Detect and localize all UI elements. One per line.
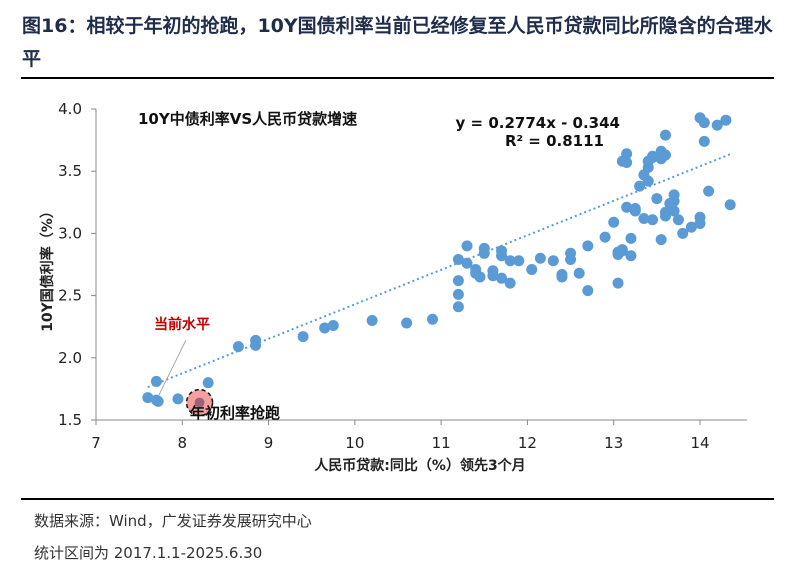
- data-point: [142, 392, 154, 404]
- data-point: [711, 119, 723, 131]
- data-point: [461, 257, 473, 269]
- data-point: [582, 240, 594, 252]
- data-point: [694, 211, 706, 223]
- data-point: [513, 255, 525, 267]
- y-tick-label: 2.0: [58, 349, 82, 367]
- x-tick-label: 10: [345, 434, 364, 452]
- data-point: [659, 149, 671, 161]
- data-point: [698, 117, 710, 129]
- data-point: [621, 201, 633, 213]
- data-point: [534, 252, 546, 264]
- data-point: [647, 214, 659, 226]
- y-tick-label: 4.0: [58, 100, 82, 118]
- data-point: [616, 245, 628, 257]
- source-note: 数据来源：Wind，广发证券发展研究中心: [34, 512, 312, 530]
- data-point: [327, 319, 339, 331]
- data-point: [504, 277, 516, 289]
- data-point: [599, 231, 611, 243]
- title-divider: [21, 77, 774, 79]
- data-point: [250, 339, 262, 351]
- data-point: [478, 247, 490, 259]
- data-point: [496, 272, 508, 284]
- data-point: [547, 255, 559, 267]
- data-point: [672, 214, 684, 226]
- data-point: [474, 271, 486, 283]
- data-point: [685, 221, 697, 233]
- data-point: [556, 271, 568, 283]
- data-point: [452, 301, 464, 313]
- data-point: [582, 285, 594, 297]
- data-point: [297, 331, 309, 343]
- data-point: [452, 254, 464, 266]
- data-point: [573, 267, 585, 279]
- data-point: [427, 313, 439, 325]
- trend-r2: R² = 0.8111: [505, 132, 604, 150]
- x-tick-label: 9: [264, 434, 274, 452]
- x-tick-label: 13: [604, 434, 623, 452]
- x-tick-label: 11: [432, 434, 451, 452]
- data-point: [232, 341, 244, 353]
- x-tick-label: 7: [91, 434, 101, 452]
- figure-title: 图16：相较于年初的抢跑，10Y国债利率当前已经修复至人民币贷款同比所隐含的合理…: [22, 15, 773, 70]
- data-point: [668, 205, 680, 217]
- data-point: [668, 195, 680, 207]
- data-point: [461, 240, 473, 252]
- data-point: [202, 377, 214, 389]
- x-tick-label: 8: [178, 434, 188, 452]
- data-point: [366, 314, 378, 326]
- y-tick-label: 3.0: [58, 224, 82, 242]
- chart-title: 10Y中债利率VS人民币贷款增速: [138, 110, 357, 128]
- highlight-point: [194, 397, 205, 408]
- data-point: [724, 199, 736, 211]
- data-point: [703, 185, 715, 197]
- data-point: [659, 210, 671, 222]
- annotation-current-level: 当前水平: [154, 316, 210, 333]
- data-point: [504, 255, 516, 267]
- data-point: [629, 203, 641, 215]
- data-point: [152, 395, 164, 407]
- data-point: [621, 156, 633, 168]
- data-point: [487, 270, 499, 282]
- x-tick-label: 12: [518, 434, 537, 452]
- data-point: [565, 254, 577, 266]
- data-point: [612, 277, 624, 289]
- y-tick-label: 1.5: [58, 411, 82, 429]
- data-point: [655, 234, 667, 246]
- trend-equation: y = 0.2774x - 0.344: [456, 114, 620, 132]
- y-tick-label: 2.5: [58, 287, 82, 305]
- x-axis-label: 人民币贷款:同比（%）领先3个月: [314, 457, 525, 474]
- data-point: [647, 150, 659, 162]
- annotation-leader-line: [157, 339, 187, 397]
- data-point: [625, 250, 637, 262]
- data-point: [625, 232, 637, 244]
- data-point: [452, 275, 464, 287]
- data-point: [642, 175, 654, 187]
- data-point: [172, 393, 184, 405]
- data-point: [452, 288, 464, 300]
- y-axis-label: 10Y国债利率（%）: [39, 204, 56, 332]
- data-point: [634, 180, 646, 192]
- data-point: [401, 317, 413, 329]
- period-note: 统计区间为 2017.1.1-2025.6.30: [34, 544, 263, 562]
- x-tick-label: 14: [690, 434, 709, 452]
- source-divider: [21, 498, 774, 500]
- data-point: [698, 135, 710, 147]
- annotation-early-year: 年初利率抢跑: [190, 404, 280, 422]
- data-point: [621, 148, 633, 160]
- data-point: [651, 193, 663, 205]
- data-point: [526, 263, 538, 275]
- data-point: [659, 129, 671, 141]
- data-point: [319, 322, 331, 334]
- data-point: [496, 250, 508, 262]
- data-point: [677, 227, 689, 239]
- data-point: [638, 212, 650, 224]
- data-point: [150, 375, 162, 387]
- data-point: [608, 216, 620, 228]
- y-tick-label: 3.5: [58, 162, 82, 180]
- data-point: [720, 114, 732, 126]
